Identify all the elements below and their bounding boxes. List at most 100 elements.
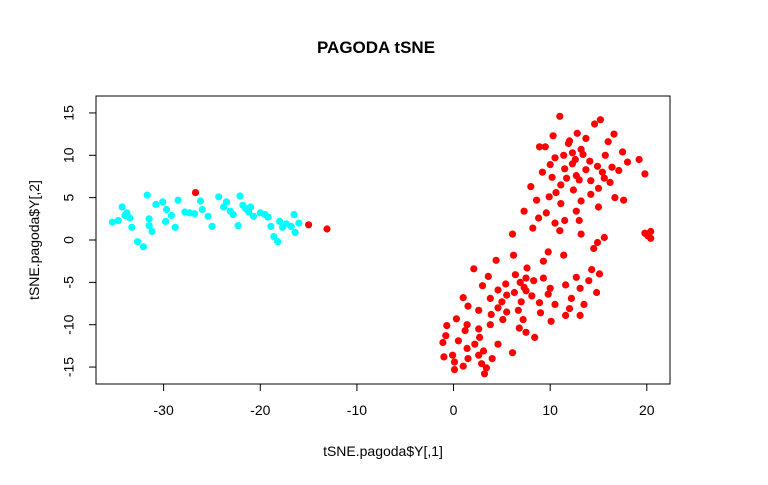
data-point — [593, 238, 602, 247]
data-point — [536, 309, 545, 317]
data-point — [191, 210, 199, 218]
data-point — [479, 347, 488, 355]
data-point — [551, 300, 559, 308]
data-point — [601, 151, 609, 159]
data-point — [452, 315, 460, 323]
data-point — [531, 333, 539, 341]
data-point — [545, 193, 553, 201]
data-point — [492, 256, 500, 264]
data-point — [487, 310, 495, 319]
x-tick-label: -30 — [154, 402, 174, 418]
data-point — [557, 181, 565, 189]
data-point — [519, 316, 527, 324]
data-point — [291, 228, 299, 236]
data-point — [439, 338, 447, 347]
data-point — [608, 163, 616, 171]
data-point — [167, 211, 175, 219]
data-point — [595, 270, 604, 278]
data-point — [549, 132, 557, 140]
data-point — [152, 200, 160, 208]
data-point — [475, 306, 483, 314]
data-point — [171, 223, 179, 231]
data-point — [647, 234, 655, 242]
data-point — [611, 194, 619, 202]
data-point — [564, 139, 573, 147]
y-tick-label: -10 — [61, 314, 77, 334]
data-point — [593, 288, 601, 297]
data-point — [551, 154, 559, 162]
data-point — [264, 213, 272, 221]
data-point — [541, 143, 549, 151]
data-point — [582, 166, 590, 174]
data-point — [576, 284, 584, 292]
data-point — [565, 305, 574, 313]
data-point — [234, 222, 242, 230]
data-point — [535, 143, 544, 151]
data-point — [620, 196, 628, 204]
data-point — [527, 183, 535, 191]
data-point — [522, 287, 530, 295]
data-point — [198, 205, 206, 214]
data-point — [567, 294, 576, 302]
data-point — [528, 292, 536, 300]
data-point — [470, 265, 478, 273]
data-point — [544, 248, 552, 256]
data-point — [459, 362, 467, 370]
data-point — [471, 340, 479, 348]
y-tick-label: -5 — [61, 276, 77, 289]
data-point — [229, 211, 237, 219]
data-point — [520, 207, 528, 215]
data-point — [522, 328, 530, 336]
data-point — [247, 203, 255, 211]
data-point — [563, 174, 571, 182]
data-point — [552, 189, 560, 197]
data-point — [594, 184, 603, 192]
data-point — [576, 311, 584, 319]
data-point — [508, 230, 517, 238]
data-point — [463, 344, 471, 352]
y-tick-label: 10 — [61, 147, 77, 163]
data-point — [546, 284, 554, 292]
y-tick-label: 5 — [61, 194, 77, 202]
data-point — [208, 222, 216, 230]
points-layer — [108, 112, 655, 378]
data-point — [538, 168, 547, 176]
x-tick-label: 20 — [639, 402, 655, 418]
data-point — [560, 151, 568, 159]
series-1 — [191, 112, 655, 378]
data-point — [449, 351, 457, 359]
data-point — [586, 157, 594, 165]
data-point — [515, 324, 523, 332]
data-point — [556, 227, 564, 235]
data-point — [582, 134, 590, 142]
data-point — [523, 264, 531, 272]
data-point — [290, 211, 298, 219]
data-point — [546, 161, 554, 169]
data-point — [459, 294, 467, 302]
y-tick-label: -15 — [61, 357, 77, 377]
data-point — [577, 197, 585, 205]
data-point — [598, 168, 607, 176]
data-point — [494, 340, 502, 348]
data-point — [539, 274, 548, 282]
data-point — [440, 353, 448, 361]
data-point — [562, 281, 570, 289]
x-tick-label: -10 — [347, 402, 367, 418]
x-tick-label: 0 — [450, 402, 458, 418]
x-tick-label: -20 — [250, 402, 270, 418]
data-point — [196, 197, 204, 205]
data-point — [575, 216, 583, 225]
data-point — [145, 215, 153, 223]
data-point — [593, 162, 602, 170]
data-point — [600, 174, 608, 182]
data-point — [548, 173, 556, 181]
data-point — [478, 282, 487, 290]
data-point — [561, 165, 569, 173]
data-point — [606, 178, 614, 186]
data-point — [619, 148, 627, 156]
data-point — [569, 186, 578, 194]
data-point — [162, 217, 170, 225]
data-point — [488, 355, 496, 363]
data-point — [572, 273, 580, 281]
